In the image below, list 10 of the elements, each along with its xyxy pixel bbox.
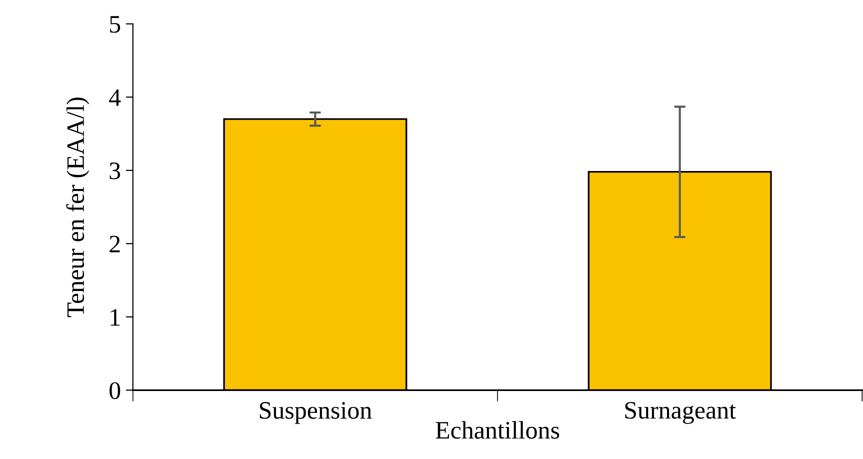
x-tick-label: Suspension: [260, 402, 372, 424]
y-tick-label: 1: [110, 309, 120, 326]
y-axis-title: Teneur en fer (EAA/l): [66, 98, 90, 318]
y-tick-label: 0: [110, 382, 120, 400]
y-tick-label: 2: [110, 236, 120, 252]
y-tick-label: 4: [109, 89, 121, 106]
y-tick-label: 3: [110, 162, 120, 180]
x-tick-label: Surnageant: [625, 402, 736, 424]
y-tick-label: 5: [110, 16, 120, 33]
x-axis-title: Echantillons: [436, 421, 560, 439]
